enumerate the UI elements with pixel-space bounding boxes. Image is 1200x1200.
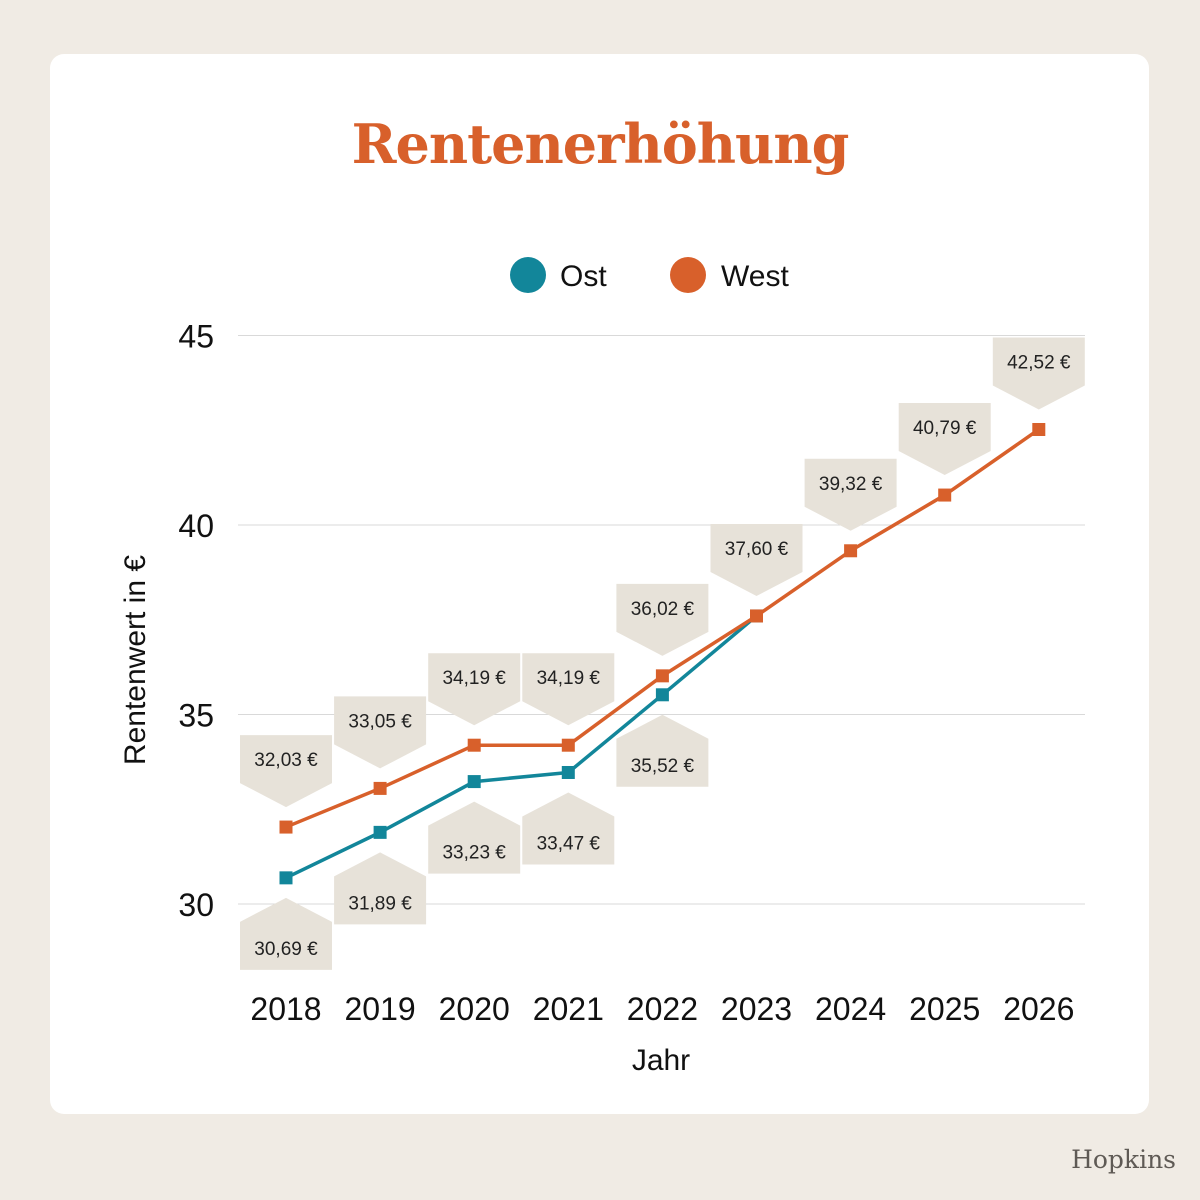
data-point-ost (561, 765, 575, 779)
data-label-west-box (240, 735, 332, 808)
data-label-ost-box (616, 714, 709, 787)
data-label-west-box (804, 458, 897, 531)
data-point-west (750, 609, 763, 623)
data-label-west-box (616, 583, 709, 656)
data-label-west-text: 32,03 € (254, 750, 318, 771)
data-label-west: 39,32 € (804, 458, 897, 531)
legend-label-west: West (721, 260, 789, 293)
data-label-west-text: 42,52 € (1007, 352, 1071, 373)
y-tick-label: 35 (178, 698, 214, 734)
data-label-west-text: 34,19 € (537, 668, 601, 689)
data-label-ost-text: 33,47 € (537, 833, 601, 854)
data-label-ost: 30,69 € (240, 897, 332, 970)
data-point-ost (655, 688, 669, 702)
data-label-west: 37,60 € (710, 523, 803, 596)
data-point-ost (467, 775, 481, 789)
data-point-ost (373, 825, 387, 839)
x-tick-label: 2021 (533, 991, 604, 1027)
data-label-west: 32,03 € (240, 735, 332, 808)
data-label-ost: 35,52 € (616, 714, 709, 787)
data-label-west-box (710, 523, 803, 596)
y-axis-label: Rentenwert in € (119, 555, 152, 765)
data-label-west-box (428, 653, 521, 726)
data-label-ost-text: 33,23 € (442, 843, 506, 864)
legend-label-ost: Ost (560, 260, 607, 293)
data-label-ost-text: 30,69 € (254, 939, 318, 960)
data-label-west-text: 34,19 € (442, 668, 506, 689)
x-tick-label: 2025 (909, 991, 980, 1027)
data-label-ost-box (334, 852, 427, 925)
data-label-west: 42,52 € (992, 337, 1085, 410)
data-label-ost: 33,23 € (428, 801, 521, 874)
data-label-west-box (522, 653, 615, 726)
chart-card (50, 54, 1149, 1114)
data-label-west: 34,19 € (522, 653, 615, 726)
data-point-west (467, 738, 481, 752)
x-tick-label: 2023 (721, 991, 792, 1027)
x-tick-label: 2018 (250, 991, 321, 1027)
data-label-west-text: 33,05 € (348, 711, 412, 732)
data-label-west-text: 39,32 € (819, 474, 883, 495)
legend-marker-west (670, 257, 706, 293)
data-label-west-box (898, 403, 991, 476)
data-label-ost-text: 31,89 € (348, 893, 412, 914)
data-label-west: 40,79 € (898, 403, 991, 476)
x-tick-label: 2019 (345, 991, 416, 1027)
data-point-west (938, 488, 952, 502)
data-label-ost: 31,89 € (334, 852, 427, 925)
data-point-west (1032, 422, 1046, 436)
y-tick-label: 40 (178, 508, 214, 544)
data-point-west (655, 669, 669, 683)
series-line-ost (285, 614, 758, 880)
data-label-west-text: 36,02 € (631, 599, 695, 620)
data-label-ost: 33,47 € (522, 792, 615, 865)
y-tick-label: 45 (178, 319, 214, 355)
data-label-ost-text: 35,52 € (631, 756, 695, 777)
data-label-ost-box (428, 801, 521, 874)
x-tick-label: 2024 (815, 991, 886, 1027)
data-label-ost-box (240, 897, 332, 970)
data-label-west-box (992, 337, 1085, 410)
x-tick-label: 2020 (439, 991, 510, 1027)
data-point-west (561, 738, 575, 752)
data-label-west-text: 37,60 € (725, 539, 789, 560)
brand-logo: Hopkins (1071, 1145, 1176, 1174)
x-axis-label: Jahr (632, 1044, 690, 1077)
data-label-west: 34,19 € (428, 653, 521, 726)
data-point-west (844, 544, 858, 558)
x-tick-label: 2022 (627, 991, 698, 1027)
data-point-west (373, 781, 387, 795)
y-tick-label: 30 (178, 887, 214, 923)
data-point-ost (279, 871, 293, 885)
x-tick-label: 2026 (1003, 991, 1074, 1027)
data-label-west: 36,02 € (616, 583, 709, 656)
legend-marker-ost (510, 257, 546, 293)
data-label-west-box (334, 696, 427, 769)
data-point-west (279, 820, 293, 834)
data-label-west-text: 40,79 € (913, 418, 977, 439)
chart-title: Rentenerhöhung (351, 112, 850, 176)
data-label-ost-box (522, 792, 615, 865)
data-label-west: 33,05 € (334, 696, 427, 769)
